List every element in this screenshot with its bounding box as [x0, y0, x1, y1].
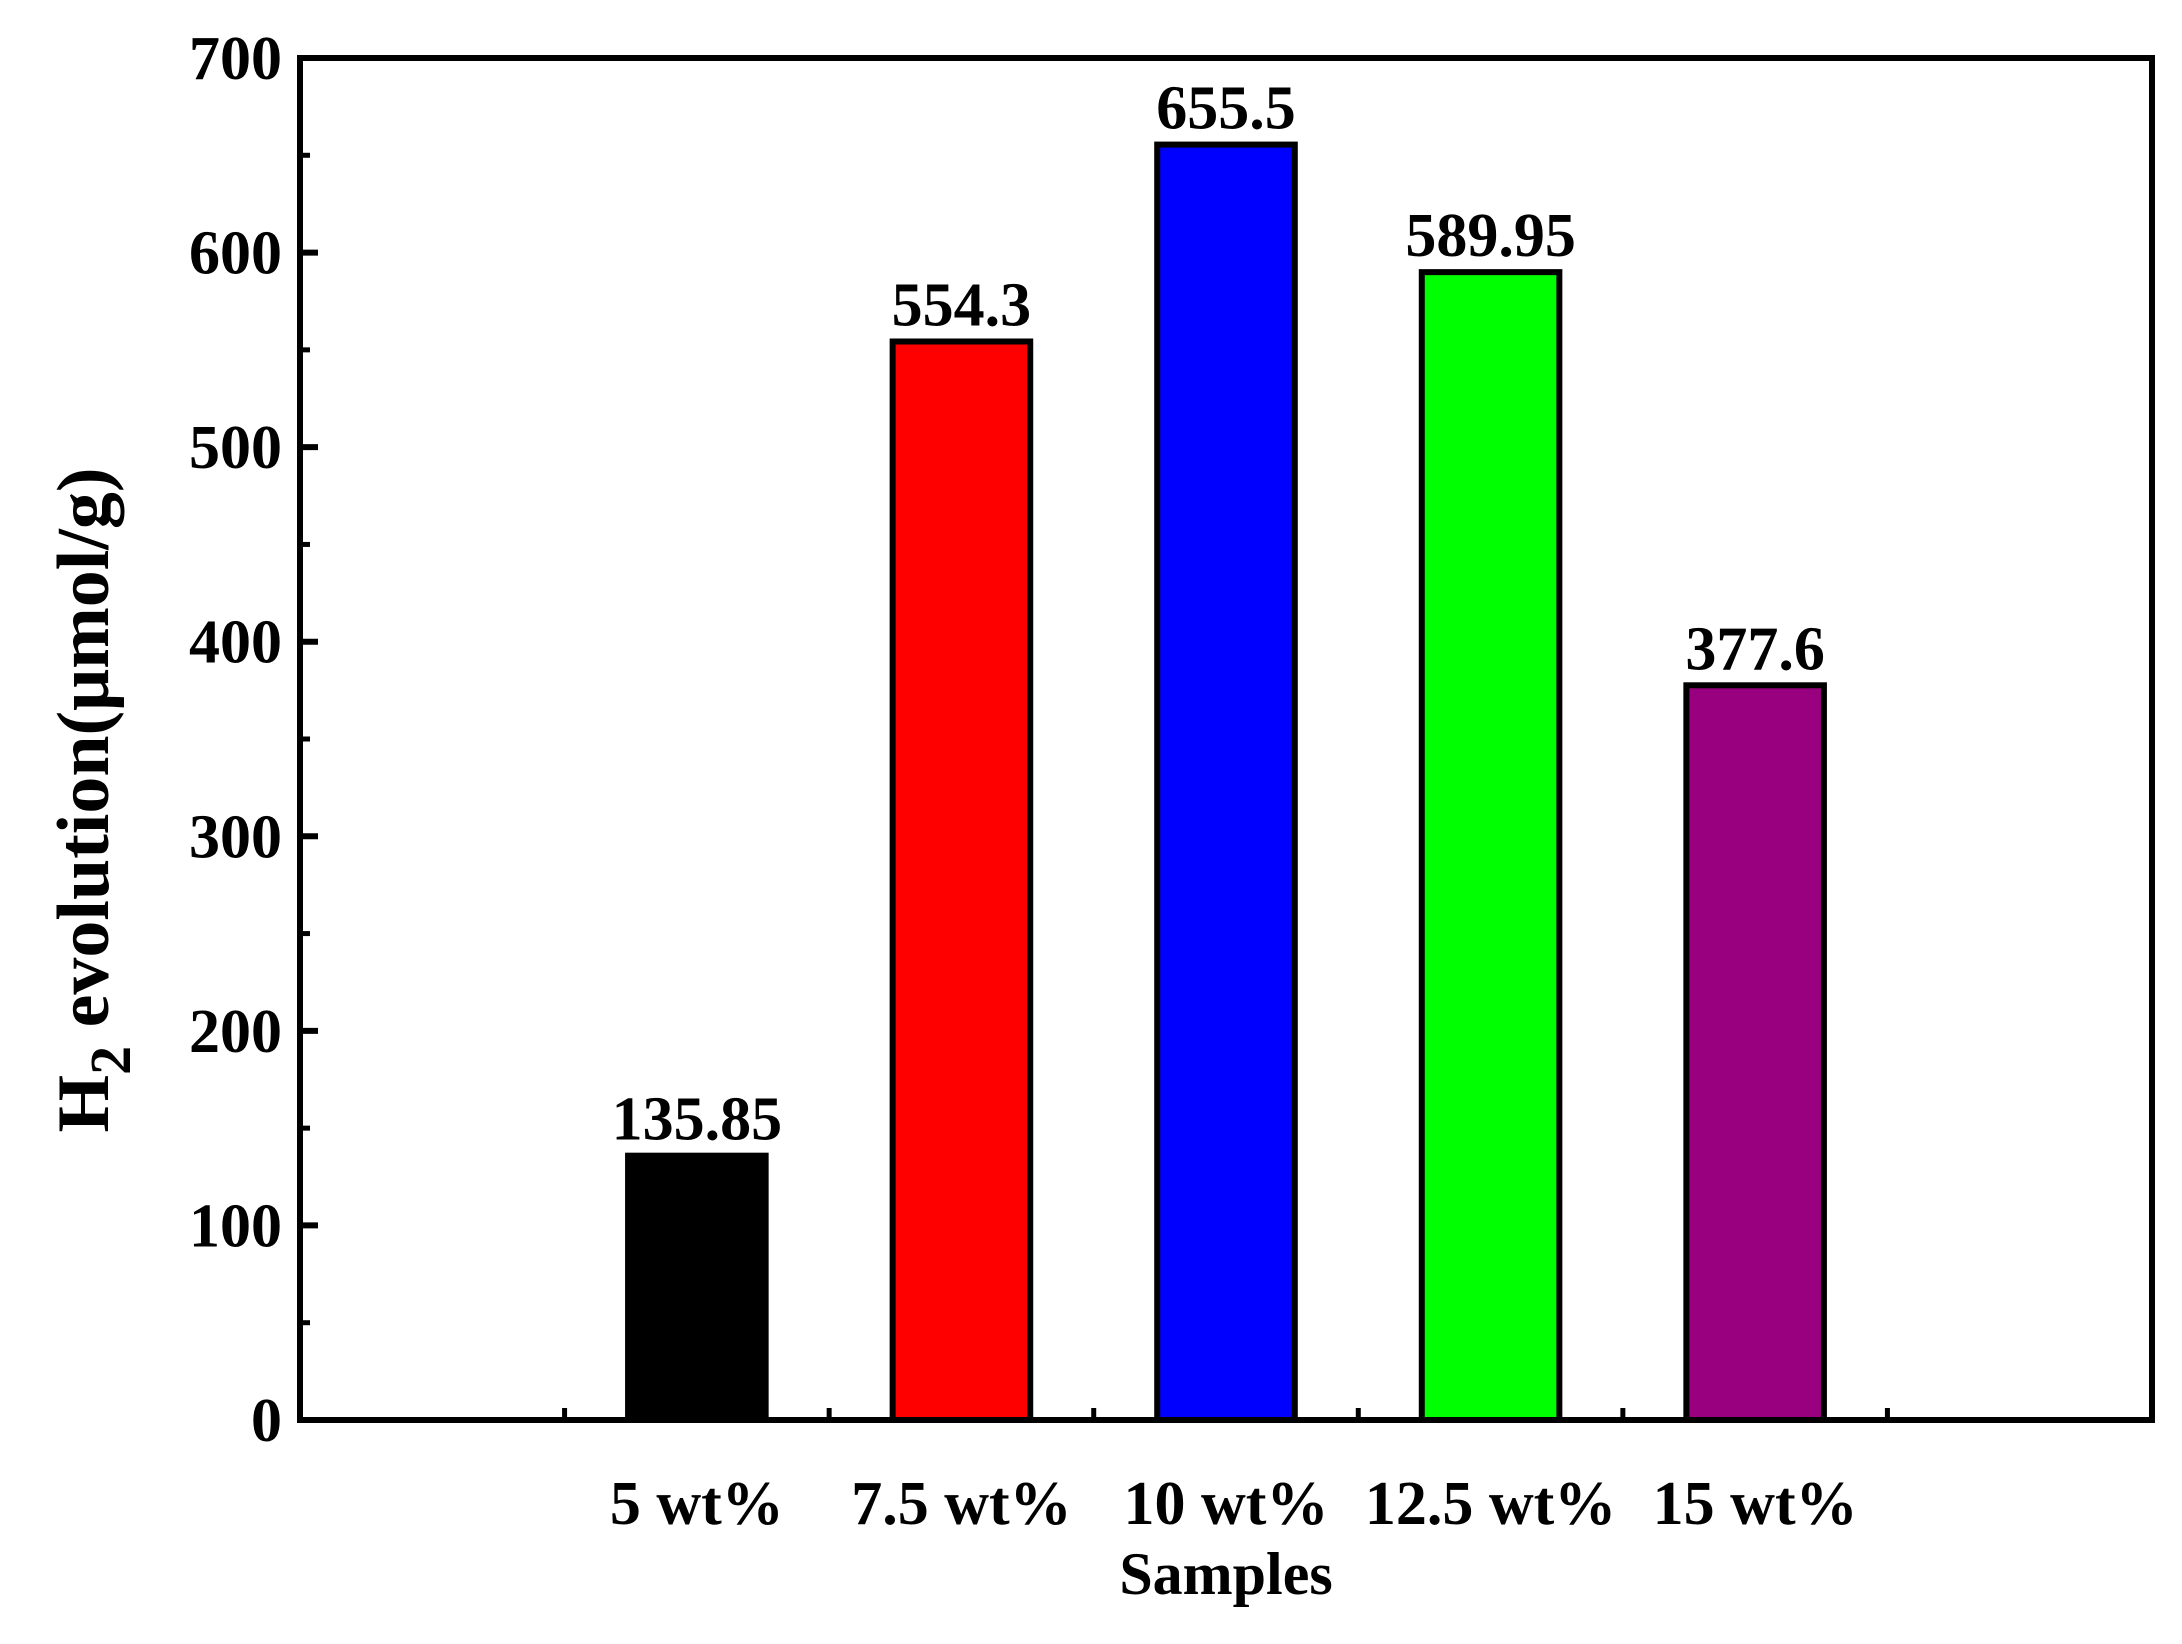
- y-axis-title-prefix: H: [43, 1075, 125, 1133]
- y-axis-title: H2 evolution(μmol/g): [43, 468, 143, 1133]
- bar-value-label-3: 655.5: [1156, 75, 1296, 143]
- y-tick-label-300: 300: [189, 803, 282, 871]
- x-tick-label-4: 12.5 wt%: [1365, 1470, 1616, 1538]
- x-tick-label-2: 7.5 wt%: [851, 1470, 1071, 1538]
- bar-value-label-2: 554.3: [892, 271, 1032, 339]
- y-axis-title-subscript: 2: [78, 1046, 143, 1075]
- value-labels-layer: 135.85 554.3 655.5 589.95 377.6: [612, 75, 1825, 1154]
- bar-5: [1683, 682, 1827, 1423]
- bar-2: [889, 338, 1034, 1423]
- y-axis-title-suffix: evolution(μmol/g): [43, 468, 125, 1046]
- bars-layer: [625, 141, 1827, 1424]
- x-tick-label-5: 15 wt%: [1653, 1470, 1858, 1538]
- y-tick-label-100: 100: [189, 1192, 282, 1260]
- bar-4: [1418, 269, 1563, 1423]
- bar-value-label-1: 135.85: [612, 1086, 783, 1154]
- bar-1: [625, 1152, 769, 1423]
- y-tick-label-400: 400: [189, 609, 282, 677]
- x-ticks-layer: 5 wt% 7.5 wt% 10 wt% 12.5 wt% 15 wt%: [562, 1408, 1890, 1538]
- y-tick-label-0: 0: [251, 1387, 282, 1455]
- y-tick-label-700: 700: [189, 25, 282, 93]
- y-tick-label-500: 500: [189, 414, 282, 482]
- x-axis-title: Samples: [1119, 1541, 1332, 1607]
- y-tick-label-200: 200: [189, 998, 282, 1066]
- bar-value-label-5: 377.6: [1685, 615, 1825, 683]
- bar-value-label-4: 589.95: [1405, 202, 1576, 270]
- bar-3: [1154, 141, 1298, 1424]
- y-tick-label-600: 600: [189, 220, 282, 288]
- x-tick-label-1: 5 wt%: [610, 1470, 784, 1538]
- x-tick-label-3: 10 wt%: [1124, 1470, 1329, 1538]
- y-ticks-layer: 0 100 200 300 400 500 600 700: [189, 25, 318, 1455]
